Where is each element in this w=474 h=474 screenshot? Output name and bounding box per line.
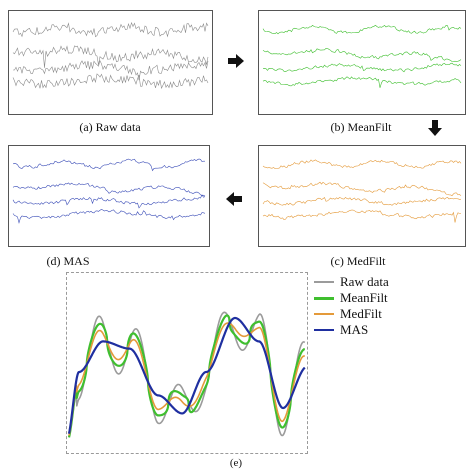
meanfilt-signal-plot: [262, 24, 462, 88]
signal-trace: [262, 209, 462, 223]
signal-trace: [12, 194, 206, 209]
medfilt-trace: [68, 322, 305, 436]
legend-swatch-medfilt: [314, 313, 334, 315]
signal-trace: [262, 24, 462, 35]
legend-item-raw-data: Raw data: [314, 274, 389, 290]
signal-trace: [262, 159, 462, 169]
signal-trace: [262, 47, 462, 62]
arrow-left-icon: [226, 192, 242, 206]
signal-trace: [262, 196, 462, 206]
caption-comparison: (e): [229, 457, 243, 469]
legend-item-meanfilt: MeanFilt: [314, 290, 389, 306]
caption-mas: (d) MAS: [46, 254, 90, 268]
legend-label-medfilt: MedFilt: [340, 306, 382, 321]
caption-raw-data: (a) Raw data: [79, 120, 141, 134]
signal-trace: [262, 181, 462, 197]
signal-trace: [12, 182, 206, 197]
comparison-plot: [67, 311, 306, 438]
signal-trace: [12, 45, 209, 68]
legend-swatch-mas: [314, 329, 334, 331]
meanfilt-trace: [67, 314, 306, 438]
panel-medfilt: [258, 145, 466, 247]
mas-signal-plot: [12, 158, 206, 224]
legend-item-mas: MAS: [314, 322, 389, 338]
signal-trace: [13, 59, 209, 81]
signal-trace: [12, 158, 205, 172]
panel-meanfilt: [258, 10, 466, 115]
panel-comparison: [66, 272, 308, 454]
arrow-down-icon: [428, 120, 442, 136]
panel-raw-data: [8, 10, 213, 115]
legend-label-raw-data: Raw data: [340, 274, 389, 289]
panel-mas: [8, 145, 210, 247]
medfilt-signal-plot: [262, 159, 462, 223]
legend-swatch-meanfilt: [314, 296, 334, 300]
mas-trace: [67, 316, 306, 434]
legend-label-meanfilt: MeanFilt: [340, 290, 388, 305]
arrow-right-icon: [228, 54, 244, 68]
raw-data-signal-plot: [12, 21, 209, 90]
signal-trace: [12, 73, 209, 90]
legend-label-mas: MAS: [340, 322, 369, 337]
caption-meanfilt: (b) MeanFilt: [330, 120, 392, 134]
signal-trace: [12, 209, 206, 224]
legend-swatch-raw-data: [314, 281, 334, 283]
legend: Raw data MeanFilt MedFilt MAS: [314, 274, 389, 338]
caption-medfilt: (c) MedFilt: [330, 254, 386, 268]
legend-item-medfilt: MedFilt: [314, 306, 389, 322]
signal-trace: [12, 21, 209, 38]
signal-trace: [262, 62, 462, 73]
signal-trace: [262, 76, 462, 88]
